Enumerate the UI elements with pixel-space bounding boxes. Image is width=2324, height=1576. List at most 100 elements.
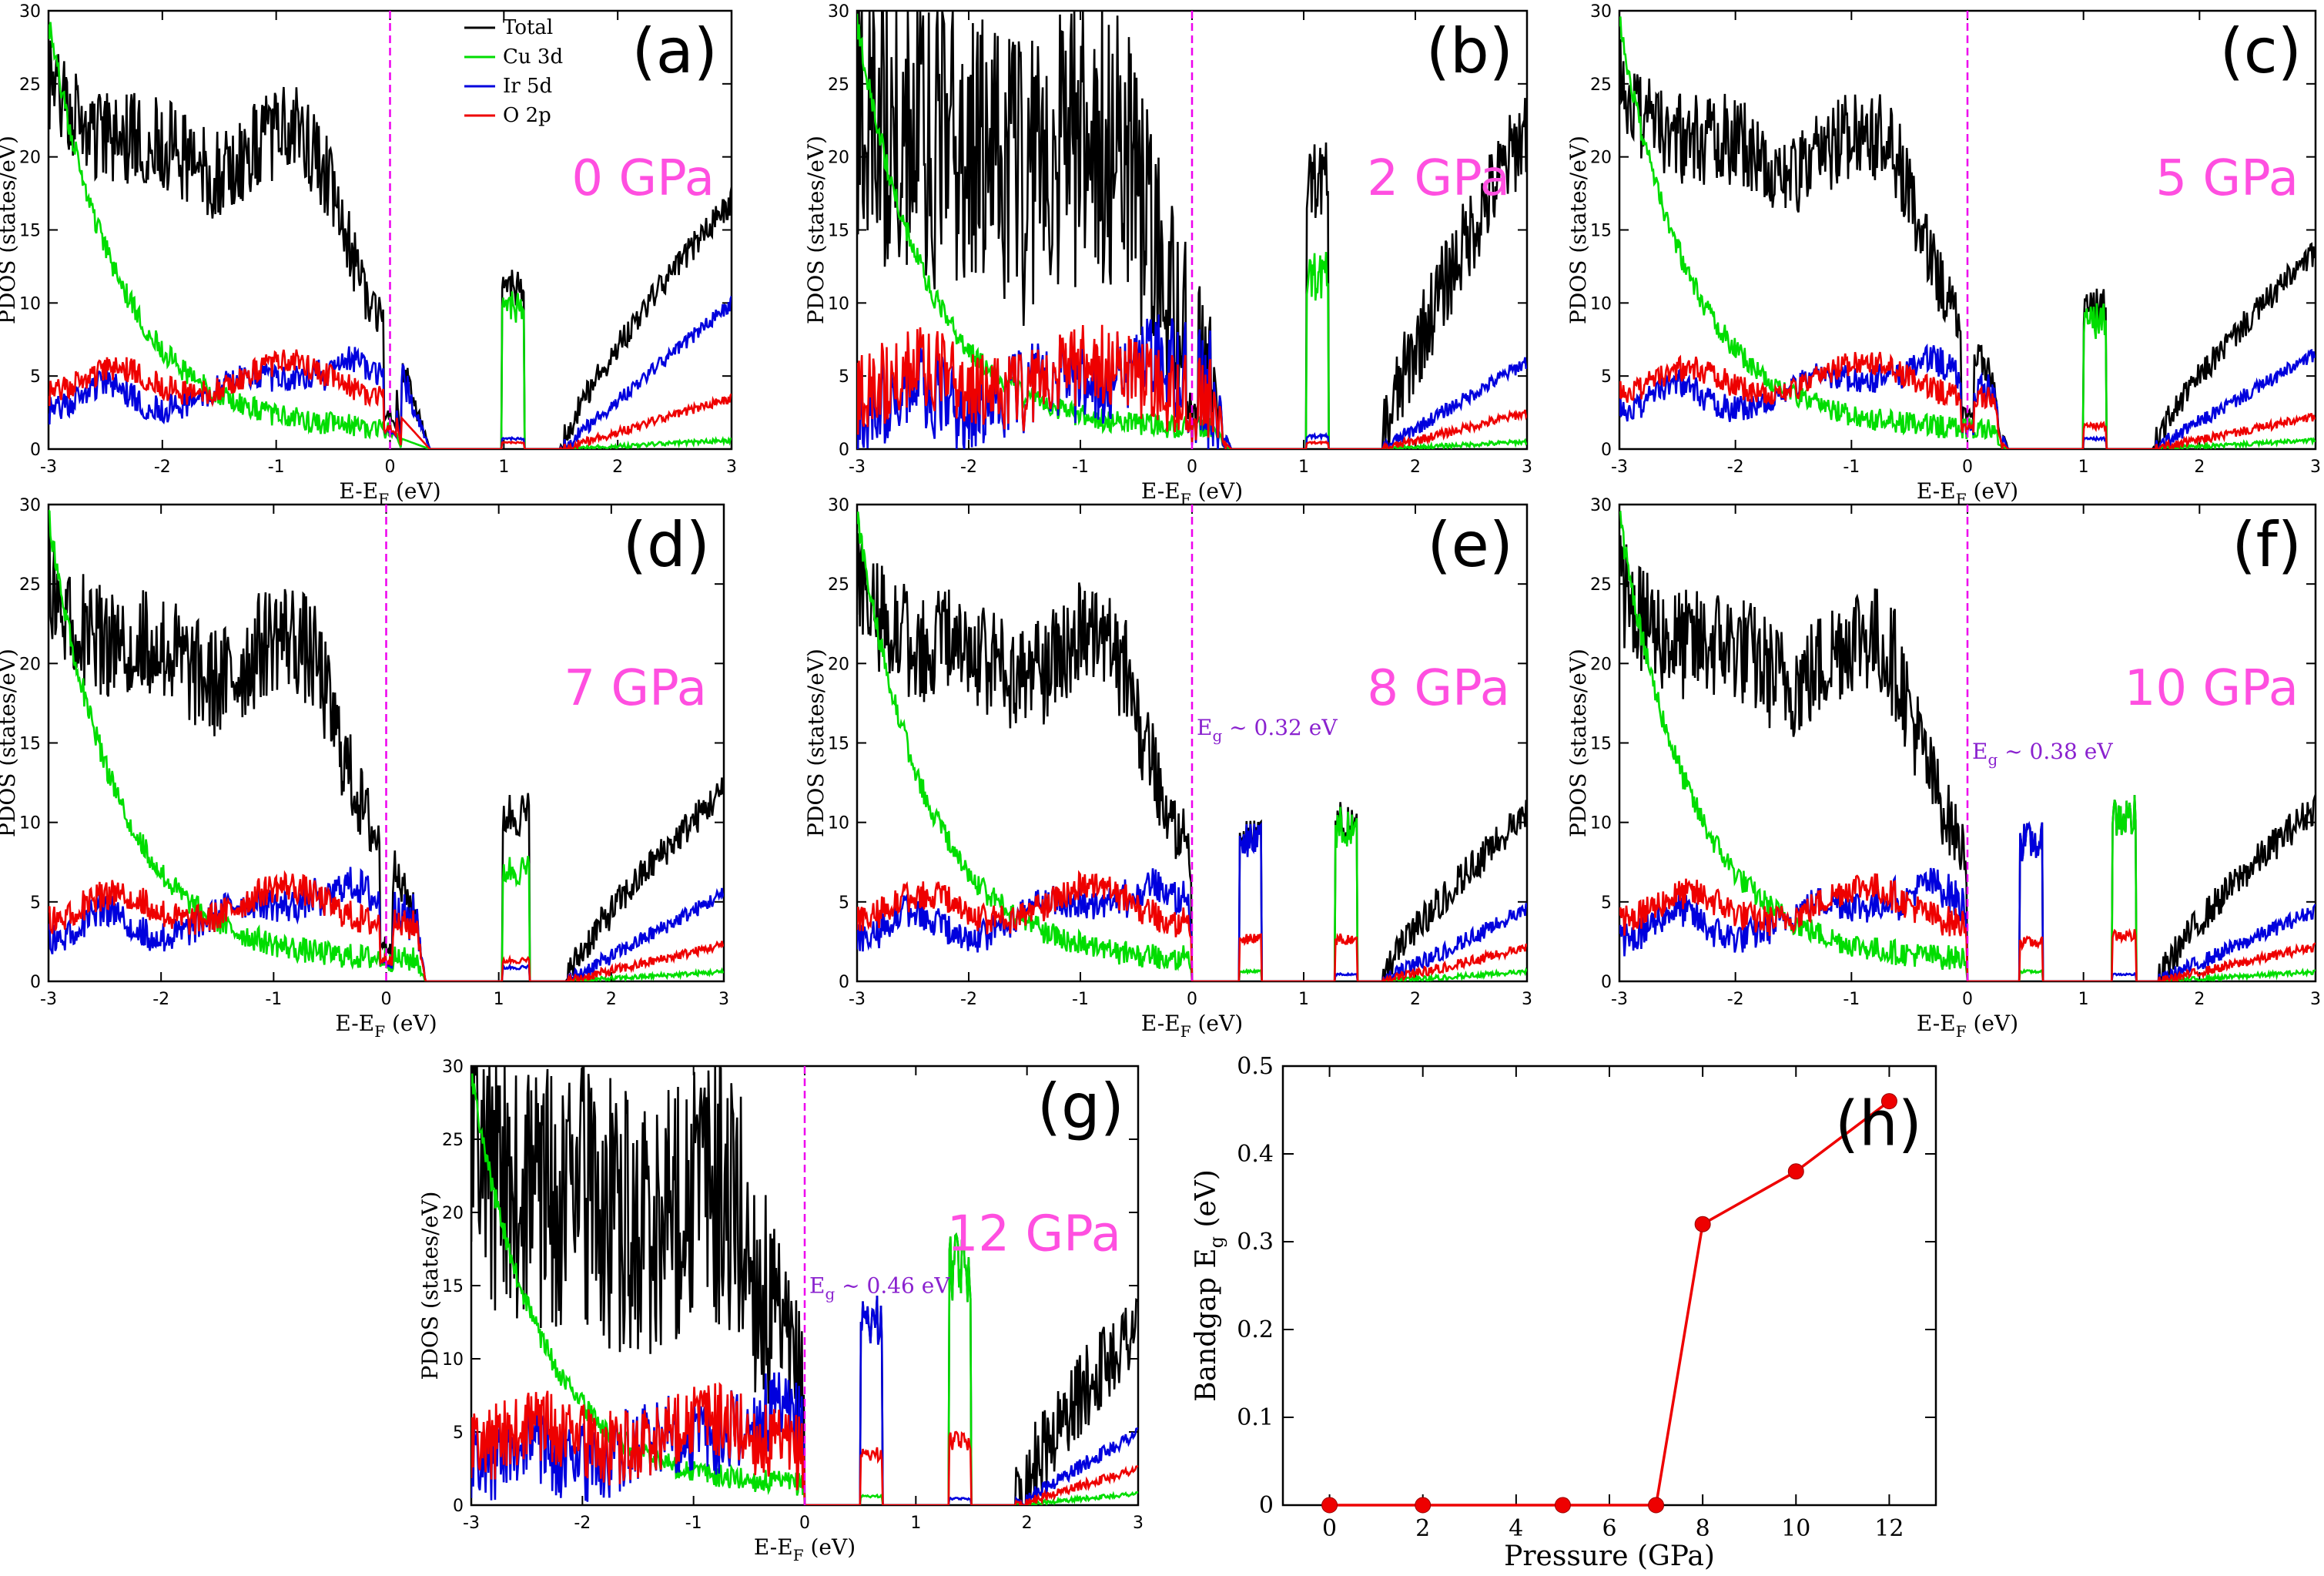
x-tick-label: 6 xyxy=(1602,1515,1616,1542)
series-ir-5d xyxy=(1619,820,2316,981)
pressure-label: 0 GPa xyxy=(571,150,715,207)
x-tick-label: 1 xyxy=(494,990,504,1009)
y-tick-label: 0.2 xyxy=(1237,1316,1274,1343)
gap-annotation: Eg ~ 0.32 eV xyxy=(1197,715,1338,745)
x-axis-label: E-EF (eV) xyxy=(339,478,440,508)
y-tick-label: 0.4 xyxy=(1237,1141,1274,1168)
x-tick-label: 2 xyxy=(1410,990,1421,1009)
y-tick-label: 25 xyxy=(1590,575,1612,595)
y-tick-label: 15 xyxy=(828,735,849,754)
y-tick-label: 10 xyxy=(1590,814,1612,833)
y-tick-label: 10 xyxy=(19,294,41,314)
series-ir-5d xyxy=(471,1296,1138,1505)
x-axis-label: Pressure (GPa) xyxy=(1504,1541,1715,1572)
y-tick-label: 5 xyxy=(839,894,849,913)
y-tick-label: 30 xyxy=(19,496,41,515)
x-axis-label: E-EF (eV) xyxy=(335,1011,437,1041)
bandgap-line xyxy=(1329,1100,1890,1507)
pressure-label: 12 GPa xyxy=(947,1205,1121,1262)
y-tick-label: 25 xyxy=(19,575,41,595)
series-o-2p xyxy=(1619,873,2316,981)
x-tick-label: -2 xyxy=(1727,458,1744,477)
x-tick-label: -3 xyxy=(849,990,866,1009)
y-axis-label: PDOS (states/eV) xyxy=(1566,649,1591,837)
x-tick-label: -2 xyxy=(154,458,171,477)
y-tick-label: 10 xyxy=(442,1350,464,1370)
x-tick-label: 3 xyxy=(2310,990,2321,1009)
series-total xyxy=(857,533,1527,981)
y-tick-label: 20 xyxy=(1590,655,1612,674)
x-tick-label: 3 xyxy=(1133,1514,1144,1533)
pressure-label: 10 GPa xyxy=(2125,660,2299,717)
x-tick-label: -3 xyxy=(849,458,866,477)
legend-label-o: O 2p xyxy=(503,104,551,127)
y-tick-label: 20 xyxy=(442,1204,464,1223)
legend-label-total: Total xyxy=(503,16,553,39)
x-tick-label: 8 xyxy=(1696,1515,1710,1542)
y-axis-label: PDOS (states/eV) xyxy=(0,136,20,324)
y-axis-label: PDOS (states/eV) xyxy=(417,1192,443,1380)
x-tick-label: -1 xyxy=(1072,990,1089,1009)
y-tick-label: 20 xyxy=(1590,149,1612,168)
panel-label: (d) xyxy=(623,509,710,581)
y-tick-label: 20 xyxy=(828,655,849,674)
x-tick-label: 3 xyxy=(1522,990,1532,1009)
panel-label: (a) xyxy=(632,15,718,87)
y-tick-label: 0.3 xyxy=(1237,1229,1274,1256)
y-tick-label: 15 xyxy=(19,735,41,754)
y-tick-label: 15 xyxy=(442,1277,464,1296)
y-tick-label: 5 xyxy=(1601,894,1612,913)
y-tick-label: 15 xyxy=(1590,735,1612,754)
x-tick-label: 1 xyxy=(1298,458,1309,477)
x-tick-label: 0 xyxy=(385,458,396,477)
x-tick-label: -2 xyxy=(960,458,977,477)
x-tick-label: 2 xyxy=(606,990,617,1009)
y-tick-label: 0 xyxy=(1601,441,1612,460)
panel-label: (h) xyxy=(1835,1088,1922,1160)
y-tick-label: 10 xyxy=(1590,294,1612,314)
y-tick-label: 20 xyxy=(828,149,849,168)
bandgap-point xyxy=(1321,1497,1338,1514)
y-tick-label: 5 xyxy=(30,894,41,913)
x-tick-label: -2 xyxy=(152,990,169,1009)
y-tick-label: 0 xyxy=(30,441,41,460)
y-axis-label: Bandgap Eg (eV) xyxy=(1190,1169,1227,1402)
y-tick-label: 0 xyxy=(839,441,849,460)
series-cu-3d xyxy=(1619,510,2316,981)
gap-annotation: Eg ~ 0.46 eV xyxy=(809,1273,950,1303)
y-tick-label: 0 xyxy=(453,1497,464,1516)
x-tick-label: 2 xyxy=(2194,458,2205,477)
panel-label: (b) xyxy=(1426,15,1513,87)
bandgap-point xyxy=(1880,1093,1897,1110)
y-tick-label: 5 xyxy=(453,1423,464,1443)
pressure-label: 8 GPa xyxy=(1367,660,1510,717)
y-tick-label: 0 xyxy=(1259,1492,1274,1519)
bandgap-point xyxy=(1554,1497,1571,1514)
x-tick-label: -1 xyxy=(265,990,282,1009)
y-tick-label: 0 xyxy=(1601,973,1612,992)
y-tick-label: 30 xyxy=(1590,2,1612,22)
y-tick-label: 25 xyxy=(1590,75,1612,95)
panel-label: (g) xyxy=(1037,1071,1124,1142)
x-tick-label: -2 xyxy=(960,990,977,1009)
panel-label: (e) xyxy=(1427,509,1513,581)
y-tick-label: 25 xyxy=(828,75,849,95)
y-tick-label: 10 xyxy=(828,294,849,314)
legend-label-cu: Cu 3d xyxy=(503,45,563,69)
y-tick-label: 30 xyxy=(828,2,849,22)
x-tick-label: 2 xyxy=(2194,990,2205,1009)
x-axis-label: E-EF (eV) xyxy=(1141,1011,1243,1041)
x-tick-label: 2 xyxy=(1410,458,1421,477)
gap-annotation: Eg ~ 0.38 eV xyxy=(1972,739,2113,769)
series-cu-3d xyxy=(49,22,732,449)
x-tick-label: 10 xyxy=(1781,1515,1810,1542)
x-tick-label: 4 xyxy=(1509,1515,1523,1542)
x-axis-label: E-EF (eV) xyxy=(1141,478,1243,508)
x-tick-label: 1 xyxy=(910,1514,921,1533)
x-tick-label: 0 xyxy=(1962,458,1973,477)
